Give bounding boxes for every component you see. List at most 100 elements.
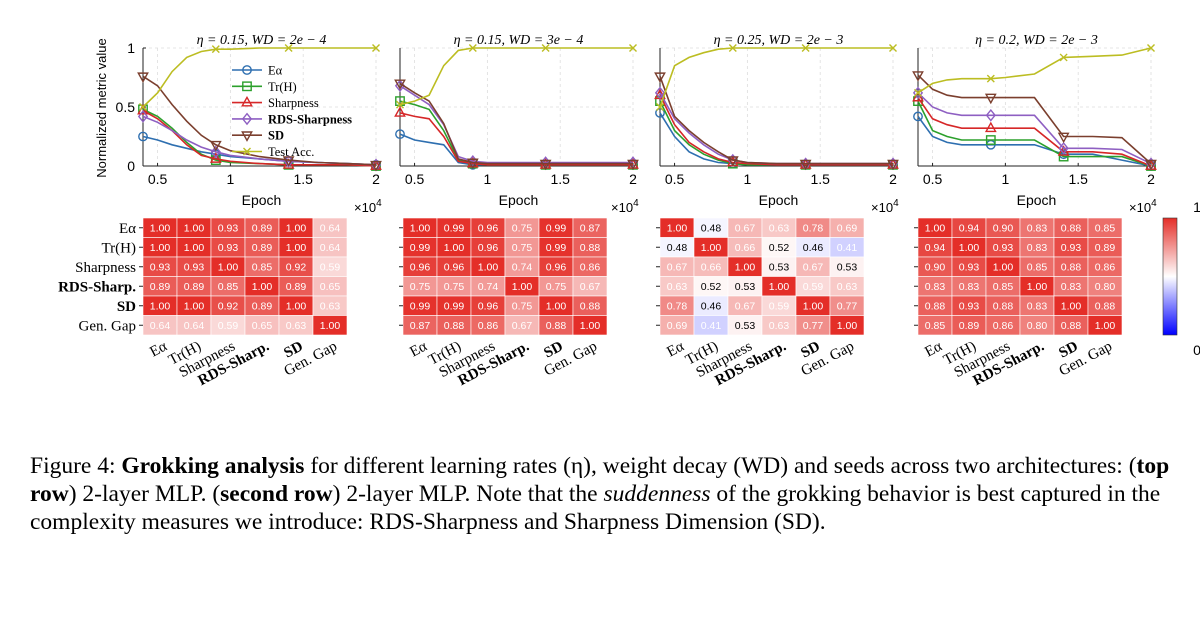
heatmap-value: 0.90 bbox=[993, 223, 1014, 235]
heatmap-value: 0.53 bbox=[769, 262, 790, 274]
heatmap-value: 0.67 bbox=[667, 262, 688, 274]
series-marker-b bbox=[801, 44, 810, 52]
series-marker bbox=[799, 159, 812, 171]
colorbar-min-label: 0 bbox=[1193, 342, 1200, 358]
series-marker bbox=[370, 160, 382, 172]
heatmap-value: 0.88 bbox=[1095, 301, 1116, 313]
heatmap-value: 0.46 bbox=[701, 301, 722, 313]
series-line-5 bbox=[659, 47, 893, 108]
series-marker-b bbox=[889, 44, 897, 52]
heatmap-value: 0.85 bbox=[1095, 223, 1116, 235]
series-marker bbox=[395, 129, 405, 140]
heatmap-value: 0.86 bbox=[1095, 262, 1116, 274]
heatmap-value: 0.83 bbox=[1027, 242, 1048, 254]
legend-marker bbox=[242, 65, 252, 75]
figure-caption: Figure 4: Grokking analysis for differen… bbox=[30, 452, 1180, 536]
heatmap-value: 0.63 bbox=[320, 301, 341, 313]
series-line-2 bbox=[659, 94, 893, 166]
heatmap-value: 1.00 bbox=[993, 262, 1014, 274]
x-tick-label: 2 bbox=[889, 171, 897, 187]
heatmap-value: 0.86 bbox=[993, 320, 1014, 332]
heatmap-value: 0.88 bbox=[1061, 320, 1082, 332]
series-marker bbox=[209, 152, 222, 163]
y-axis-title: Normalized metric value bbox=[94, 38, 109, 177]
heatmap-cell bbox=[829, 315, 865, 336]
heatmap-value: 0.75 bbox=[546, 281, 567, 293]
heatmap-value: 0.66 bbox=[735, 242, 756, 254]
heatmap-value: 0.63 bbox=[769, 320, 790, 332]
heatmap-value: 0.88 bbox=[1061, 262, 1082, 274]
heatmap-value: 0.99 bbox=[546, 242, 567, 254]
heatmap-value: 0.53 bbox=[735, 320, 756, 332]
heatmap-value: 0.48 bbox=[667, 242, 688, 254]
heatmap-value: 1.00 bbox=[546, 301, 567, 313]
heatmap-value: 0.88 bbox=[925, 301, 946, 313]
series-marker bbox=[394, 106, 406, 117]
x-axis-label: Epoch bbox=[242, 192, 282, 208]
heatmap-value: 0.88 bbox=[580, 242, 601, 254]
line-chart-4: η = 0.2, WD = 2e − 3 0.5 1 1.5 2 Epoch ×104 bbox=[912, 33, 1157, 215]
heatmap-value: 0.96 bbox=[546, 262, 567, 274]
legend-marker bbox=[241, 95, 253, 107]
heatmap-value: 0.83 bbox=[959, 281, 980, 293]
heatmap-value: 1.00 bbox=[286, 301, 307, 313]
series-line-4 bbox=[917, 74, 1152, 165]
heatmap-value: 1.00 bbox=[701, 242, 722, 254]
x-exponent: ×104 bbox=[871, 198, 899, 215]
heatmap-value: 0.99 bbox=[546, 223, 567, 235]
series-marker-b bbox=[728, 44, 737, 52]
legend-label: Sharpness bbox=[268, 96, 319, 110]
x-exponent-power: 4 bbox=[1151, 198, 1157, 209]
heatmap-value: 0.80 bbox=[1027, 320, 1048, 332]
series-marker bbox=[1145, 159, 1157, 171]
legend-label: Eα bbox=[268, 64, 283, 78]
heatmap-value: 1.00 bbox=[1061, 301, 1082, 313]
heatmap-value: 0.75 bbox=[512, 242, 533, 254]
heatmap-value: 1.00 bbox=[925, 223, 946, 235]
caption-label: Figure 4: bbox=[30, 453, 116, 479]
caption-second-row: second row bbox=[220, 481, 333, 507]
legend-label: Tr(H) bbox=[268, 80, 297, 94]
heatmap-value: 0.89 bbox=[252, 301, 273, 313]
heatmap-value: 0.59 bbox=[218, 320, 239, 332]
x-tick-label: 1 bbox=[226, 171, 234, 187]
caption-text-4: of the grokking behavior is best capture… bbox=[30, 481, 1161, 535]
series-marker bbox=[654, 72, 666, 83]
heatmap-value: 0.93 bbox=[150, 262, 171, 274]
series-line-3 bbox=[917, 92, 1152, 165]
heatmap-value: 0.94 bbox=[959, 223, 980, 235]
heatmap-value: 0.80 bbox=[1095, 281, 1116, 293]
heatmap-value: 0.96 bbox=[478, 301, 499, 313]
legend-marker bbox=[241, 131, 253, 142]
heatmap-value: 1.00 bbox=[667, 223, 688, 235]
heatmap-value: 1.00 bbox=[803, 301, 824, 313]
caption-italic: suddenness bbox=[603, 481, 711, 507]
colorbar bbox=[1162, 217, 1178, 336]
series-marker bbox=[1058, 141, 1069, 155]
heatmap-col-label: Eα bbox=[407, 338, 430, 360]
heatmap-row-label: Gen. Gap bbox=[79, 319, 136, 335]
heatmap-value: 0.67 bbox=[735, 301, 756, 313]
heatmap-2: 1.00 0.99 0.96 0.75 0.99 0.87 0.99 1.00 0.96 0.75… bbox=[399, 217, 608, 389]
heatmap-value: 0.64 bbox=[150, 320, 171, 332]
heatmap-value: 0.93 bbox=[218, 242, 239, 254]
series-marker-b bbox=[541, 44, 550, 52]
x-exponent: ×104 bbox=[354, 198, 382, 215]
heatmap-value: 0.96 bbox=[478, 223, 499, 235]
heatmap-value: 0.89 bbox=[184, 281, 205, 293]
heatmap-value: 1.00 bbox=[1095, 320, 1116, 332]
heatmap-value: 1.00 bbox=[150, 242, 171, 254]
heatmap-value: 1.00 bbox=[478, 262, 499, 274]
series-marker-b bbox=[914, 88, 922, 97]
heatmap-value: 1.00 bbox=[184, 223, 205, 235]
series-marker bbox=[985, 135, 996, 145]
heatmap-value: 0.83 bbox=[1027, 301, 1048, 313]
y-tick-label: 0.5 bbox=[116, 99, 136, 115]
legend: Eα Tr(H) Sharpness RDS-Sharpness SD Test Acc. bbox=[232, 64, 352, 159]
heatmap-value: 0.75 bbox=[410, 281, 431, 293]
heatmap-value: 1.00 bbox=[218, 262, 239, 274]
series-marker bbox=[394, 79, 406, 91]
heatmap-value: 1.00 bbox=[959, 242, 980, 254]
panel-title: η = 0.15, WD = 3e − 4 bbox=[454, 33, 584, 48]
heatmap-value: 0.75 bbox=[444, 281, 465, 293]
